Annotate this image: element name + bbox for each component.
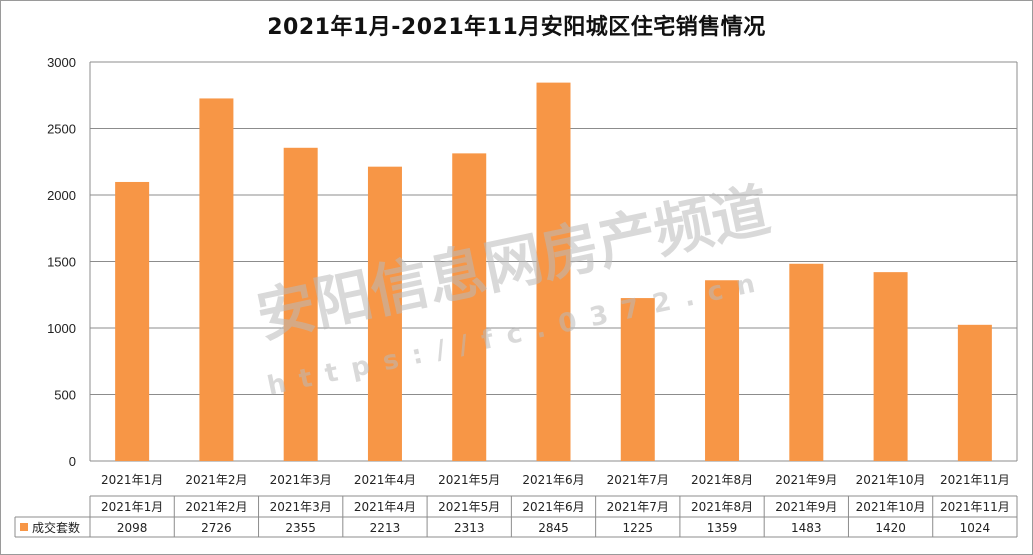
table-value-cell: 2098 bbox=[117, 521, 148, 535]
bar bbox=[620, 298, 655, 461]
table-header-cell: 2021年4月 bbox=[354, 500, 416, 514]
table-value-cell: 2845 bbox=[538, 521, 569, 535]
bar bbox=[283, 147, 318, 461]
x-tick-label: 2021年6月 bbox=[522, 473, 584, 487]
data-table: 2021年1月 2021年2月 2021年3月 2021年4月 2021年5月 2021年… bbox=[14, 495, 1018, 538]
x-tick-label: 2021年4月 bbox=[354, 473, 416, 487]
y-tick-label: 2000 bbox=[47, 188, 76, 203]
table-header-cell: 2021年7月 bbox=[607, 500, 669, 514]
bar bbox=[199, 98, 234, 461]
legend-swatch bbox=[20, 523, 28, 531]
table-value-cell: 2213 bbox=[370, 521, 401, 535]
x-tick-label: 2021年9月 bbox=[775, 473, 837, 487]
bar bbox=[115, 181, 150, 461]
y-tick-label: 2500 bbox=[47, 122, 76, 137]
x-tick-label: 2021年7月 bbox=[607, 473, 669, 487]
bar bbox=[367, 166, 402, 461]
table-value-cell: 2355 bbox=[285, 521, 316, 535]
table-value-cell: 2726 bbox=[201, 521, 232, 535]
x-tick-label: 2021年3月 bbox=[270, 473, 332, 487]
table-header-cell: 2021年8月 bbox=[691, 500, 753, 514]
table-header-cell: 2021年11月 bbox=[940, 500, 1010, 514]
x-axis: 2021年1月 2021年2月 2021年3月 2021年4月 2021年5月 2021年… bbox=[101, 473, 1010, 487]
x-tick-label: 2021年11月 bbox=[940, 473, 1010, 487]
chart-title: 2021年1月-2021年11月安阳城区住宅销售情况 bbox=[267, 15, 766, 40]
bar bbox=[536, 82, 571, 462]
table-header-cell: 2021年10月 bbox=[856, 500, 926, 514]
bar bbox=[705, 280, 740, 461]
y-tick-label: 1500 bbox=[47, 255, 76, 270]
table-header-cell: 2021年1月 bbox=[101, 500, 163, 514]
x-tick-label: 2021年2月 bbox=[185, 473, 247, 487]
bars bbox=[115, 82, 992, 462]
y-tick-label: 500 bbox=[54, 388, 76, 403]
y-tick-label: 0 bbox=[69, 454, 76, 469]
table-value-cell: 1420 bbox=[875, 521, 906, 535]
table-value-cell: 2313 bbox=[454, 521, 485, 535]
bar bbox=[873, 272, 908, 461]
x-tick-label: 2021年1月 bbox=[101, 473, 163, 487]
bar bbox=[452, 153, 487, 461]
x-tick-label: 2021年10月 bbox=[856, 473, 926, 487]
table-value-cell: 1225 bbox=[622, 521, 653, 535]
x-tick-label: 2021年5月 bbox=[438, 473, 500, 487]
y-axis: 0 500 1000 1500 2000 2500 3000 bbox=[47, 55, 76, 469]
table-value-cell: 1483 bbox=[791, 521, 822, 535]
table-header-cell: 2021年6月 bbox=[522, 500, 584, 514]
table-header-cell: 2021年2月 bbox=[185, 500, 247, 514]
table-value-cell: 1024 bbox=[960, 521, 991, 535]
bar bbox=[957, 324, 992, 461]
legend-label: 成交套数 bbox=[32, 520, 80, 535]
table-value-cell: 1359 bbox=[707, 521, 738, 535]
table-header-cell: 2021年3月 bbox=[270, 500, 332, 514]
y-tick-label: 1000 bbox=[47, 321, 76, 336]
y-tick-label: 3000 bbox=[47, 55, 76, 70]
x-tick-label: 2021年8月 bbox=[691, 473, 753, 487]
table-header-cell: 2021年5月 bbox=[438, 500, 500, 514]
bar bbox=[789, 263, 824, 461]
table-header-cell: 2021年9月 bbox=[775, 500, 837, 514]
